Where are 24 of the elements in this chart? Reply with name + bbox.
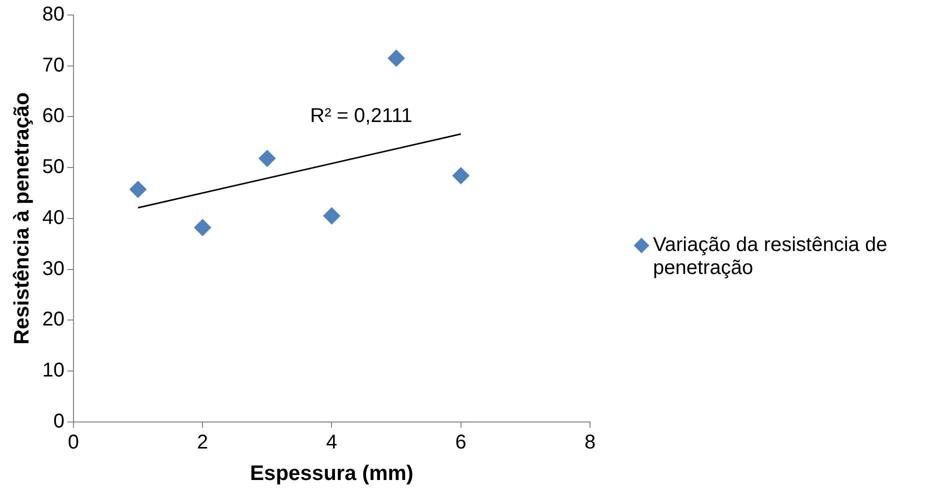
y-axis-title: Resistência à penetração [10,92,34,344]
y-tick-label: 20 [42,308,64,331]
legend-label: Variação da resistência de penetração [653,234,888,280]
y-tick-label: 10 [42,359,64,382]
x-tick-label: 0 [68,431,80,454]
y-tick-label: 80 [42,4,64,26]
y-tick-label: 60 [42,105,64,128]
point [323,207,340,224]
annotation: R² = 0,2111 [310,105,412,128]
point [452,167,470,184]
point [194,219,212,236]
y-tick-label: 40 [42,206,64,229]
x-axis-title: Espessura (mm) [250,462,414,486]
x-tick-label: 2 [197,431,208,454]
x-tick-label: 4 [326,431,338,454]
y-tick-label: 30 [42,258,64,280]
point [130,180,147,198]
point [388,50,405,67]
point [258,150,276,167]
x-tick-label: 6 [455,431,466,454]
y-tick-label: 50 [42,156,64,178]
y-tick-label: 0 [53,410,64,432]
y-tick-label: 70 [42,54,64,76]
x-tick-label: 8 [584,431,596,454]
